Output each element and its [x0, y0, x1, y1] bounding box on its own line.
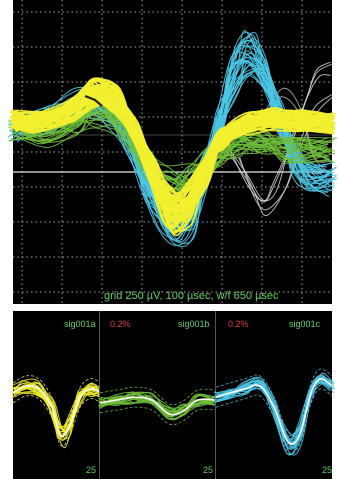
mean-waveform: [99, 396, 216, 416]
unit-waveform: [10, 378, 99, 449]
grid-scale-label: grid 250 µV, 100 µsec, w/f 650 µsec: [104, 290, 279, 302]
unit-b-name: sig001b: [178, 319, 210, 329]
unit-waveform: [14, 386, 101, 428]
unit-panel-a[interactable]: [10, 311, 102, 479]
overlap-trace: [227, 61, 332, 202]
artifact-trace: [84, 94, 103, 107]
yellow-waveform: [9, 83, 331, 212]
unit-a-count: 25: [86, 465, 97, 475]
unit-a-waveforms: [10, 375, 102, 449]
yellow-waveform: [12, 84, 334, 214]
unit-b-count: 25: [203, 465, 214, 475]
mean-waveform: [12, 384, 100, 438]
unit-waveform: [12, 386, 98, 428]
unit-waveform: [98, 394, 214, 415]
mean-waveform: [215, 378, 333, 445]
main-waveforms: [7, 30, 338, 248]
green-waveform: [11, 116, 329, 189]
envelope-lower: [99, 406, 216, 426]
envelope-upper: [215, 368, 333, 435]
main-waveform-panel[interactable]: [7, 0, 338, 304]
envelope-lower: [12, 395, 100, 447]
unit-waveform: [13, 381, 102, 440]
unit-waveform: [99, 391, 216, 411]
panel-divider: [99, 311, 100, 479]
unit-a-name: sig001a: [64, 319, 96, 329]
panel-separator: [13, 304, 332, 311]
yellow-waveform: [14, 98, 330, 206]
unit-waveform: [101, 395, 215, 413]
unit-waveform: [215, 374, 335, 456]
unit-panel-c[interactable]: [213, 311, 335, 479]
unit-c-waveforms: [213, 368, 335, 456]
unit-b-waveforms: [97, 386, 218, 426]
unit-c-count: 25: [322, 465, 333, 475]
green-waveform: [10, 103, 328, 183]
envelope-upper: [99, 386, 216, 406]
unit-b-percent: 0.2%: [110, 319, 131, 329]
envelope-upper: [12, 375, 100, 427]
unit-c-name: sig001c: [289, 319, 321, 329]
envelope-lower: [215, 388, 333, 455]
unit-panel-b[interactable]: [97, 311, 218, 479]
yellow-waveform: [11, 85, 331, 218]
unit-c-percent: 0.2%: [228, 319, 249, 329]
